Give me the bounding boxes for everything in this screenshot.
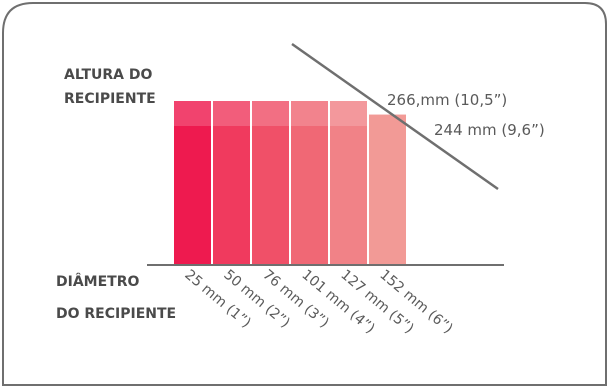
bar-cap-2 (213, 101, 250, 126)
bars-group (174, 101, 406, 266)
height-label-line2: RECIPIENTE (64, 91, 156, 107)
bar-3 (252, 101, 289, 265)
min-height-label: 244 mm (9,6”) (434, 121, 545, 139)
bar-4 (291, 101, 328, 265)
height-label-line1: ALTURA DO (64, 67, 152, 83)
bar-cap-4 (291, 101, 328, 126)
bar-cap-1 (174, 101, 211, 126)
bar-cap-3 (252, 101, 289, 126)
bar-cap-5 (330, 101, 367, 126)
diameter-label-line2: DO RECIPIENTE (56, 306, 176, 322)
slope-guide-line (291, 42, 499, 191)
bar-2 (213, 101, 250, 265)
bar-6 (369, 114, 406, 266)
diameter-label-line1: DIÂMETRO (56, 273, 139, 290)
diameter-tick-labels: 25 mm (1”)50 mm (2”)76 mm (3”)101 mm (4”… (181, 267, 455, 337)
bar-1 (174, 101, 211, 265)
bar-5 (330, 101, 367, 265)
max-height-label: 266,mm (10,5”) (387, 91, 507, 109)
